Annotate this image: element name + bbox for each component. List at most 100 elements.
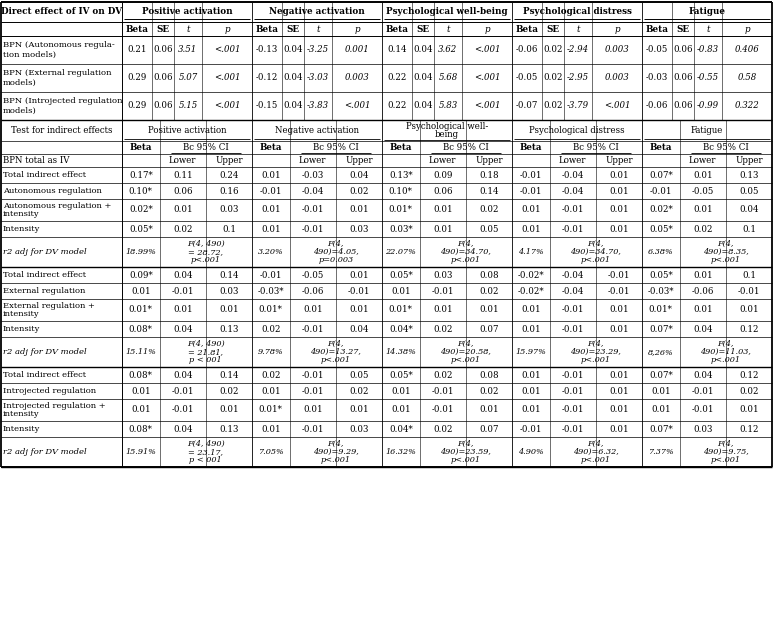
Text: r2 adj for DV model: r2 adj for DV model	[3, 248, 87, 256]
Text: <.001: <.001	[474, 46, 500, 54]
Text: 0.01: 0.01	[739, 406, 759, 414]
Text: 0.01: 0.01	[651, 386, 671, 396]
Text: Autonomous regulation: Autonomous regulation	[3, 187, 102, 195]
Text: 5.68: 5.68	[438, 73, 458, 83]
Text: -0.06: -0.06	[645, 101, 668, 111]
Text: 0.01: 0.01	[609, 170, 628, 180]
Text: SE: SE	[156, 24, 169, 34]
Text: 0.04: 0.04	[349, 170, 369, 180]
Text: 0.07: 0.07	[479, 424, 499, 433]
Text: p<.001: p<.001	[581, 256, 611, 264]
Text: Upper: Upper	[475, 156, 502, 165]
Text: 0.01: 0.01	[219, 406, 239, 414]
Text: Beta: Beta	[519, 143, 542, 152]
Text: 0.01: 0.01	[433, 205, 452, 215]
Text: 0.01*: 0.01*	[389, 205, 413, 215]
Text: 0.01: 0.01	[303, 305, 322, 314]
Text: 0.04: 0.04	[414, 73, 433, 83]
Text: 0.01: 0.01	[131, 386, 151, 396]
Text: 0.03: 0.03	[693, 424, 713, 433]
Text: 0.01: 0.01	[521, 225, 540, 233]
Text: 0.02: 0.02	[479, 287, 499, 295]
Text: 0.04: 0.04	[414, 46, 433, 54]
Text: 0.08*: 0.08*	[129, 324, 153, 334]
Text: p<.001: p<.001	[191, 256, 221, 264]
Text: SE: SE	[676, 24, 690, 34]
Text: Beta: Beta	[125, 24, 148, 34]
Text: <.001: <.001	[214, 73, 240, 83]
Text: 4.90%: 4.90%	[518, 448, 543, 456]
Text: 0.04: 0.04	[173, 270, 192, 279]
Text: 0.01: 0.01	[391, 406, 410, 414]
Text: -0.99: -0.99	[697, 101, 719, 111]
Text: 0.03: 0.03	[349, 225, 369, 233]
Text: 7.37%: 7.37%	[648, 448, 674, 456]
Text: -0.01: -0.01	[172, 406, 194, 414]
Text: -0.05: -0.05	[692, 187, 714, 195]
Text: F(4,: F(4,	[587, 340, 604, 348]
Text: 0.02: 0.02	[433, 371, 452, 379]
Text: 0.04: 0.04	[414, 101, 433, 111]
Text: 0.01: 0.01	[391, 386, 410, 396]
Text: -0.05: -0.05	[301, 270, 324, 279]
Text: 0.001: 0.001	[345, 46, 369, 54]
Text: 0.04: 0.04	[693, 324, 713, 334]
Text: 0.01*: 0.01*	[649, 305, 673, 314]
Text: 0.05*: 0.05*	[129, 225, 153, 233]
Text: -0.01: -0.01	[431, 406, 454, 414]
Text: <.001: <.001	[214, 101, 240, 111]
Text: <.001: <.001	[344, 101, 370, 111]
Text: 0.01: 0.01	[609, 324, 628, 334]
Text: 0.02: 0.02	[349, 386, 369, 396]
Text: -0.01: -0.01	[608, 287, 630, 295]
Text: p<.001: p<.001	[451, 356, 481, 364]
Text: r2 adj for DV model: r2 adj for DV model	[3, 348, 87, 356]
Text: models): models)	[3, 79, 37, 87]
Text: F(4,: F(4,	[458, 440, 474, 448]
Text: 0.05*: 0.05*	[389, 270, 413, 279]
Text: 0.02: 0.02	[739, 386, 758, 396]
Text: 0.01: 0.01	[261, 170, 281, 180]
Text: 0.01*: 0.01*	[259, 305, 283, 314]
Text: Upper: Upper	[605, 156, 633, 165]
Text: 490)=34.70,: 490)=34.70,	[570, 248, 621, 256]
Text: -0.01: -0.01	[561, 371, 584, 379]
Text: -0.01: -0.01	[561, 225, 584, 233]
Text: 490)=34.70,: 490)=34.70,	[441, 248, 492, 256]
Text: Total indirect effect: Total indirect effect	[3, 271, 86, 279]
Text: 0.01*: 0.01*	[389, 305, 413, 314]
Text: F(4,: F(4,	[458, 240, 474, 248]
Text: -0.04: -0.04	[561, 270, 584, 279]
Text: 15.11%: 15.11%	[125, 348, 156, 356]
Text: Bc 95% CI: Bc 95% CI	[703, 143, 749, 152]
Text: Bc 95% CI: Bc 95% CI	[183, 143, 229, 152]
Text: 0.13: 0.13	[220, 324, 239, 334]
Text: 0.12: 0.12	[739, 371, 758, 379]
Text: 0.01: 0.01	[521, 406, 540, 414]
Text: 0.02: 0.02	[543, 46, 563, 54]
Text: -0.01: -0.01	[260, 270, 282, 279]
Text: -0.05: -0.05	[516, 73, 538, 83]
Text: 0.01: 0.01	[693, 270, 713, 279]
Text: 0.322: 0.322	[734, 101, 759, 111]
Text: -0.01: -0.01	[301, 424, 324, 433]
Text: 0.12: 0.12	[739, 424, 758, 433]
Text: = 21.81,: = 21.81,	[189, 348, 223, 356]
Text: p < 001: p < 001	[189, 356, 222, 364]
Text: 0.04: 0.04	[283, 101, 303, 111]
Text: 0.04: 0.04	[173, 371, 192, 379]
Text: 3.62: 3.62	[438, 46, 458, 54]
Text: tion models): tion models)	[3, 51, 56, 59]
Text: 0.03: 0.03	[220, 287, 239, 295]
Text: 0.04: 0.04	[283, 46, 303, 54]
Text: 0.18: 0.18	[479, 170, 499, 180]
Text: 0.01: 0.01	[479, 406, 499, 414]
Text: being: being	[435, 130, 459, 139]
Text: Lower: Lower	[689, 156, 717, 165]
Text: External regulation +: External regulation +	[3, 302, 95, 310]
Text: p<.001: p<.001	[321, 456, 351, 464]
Text: -0.01: -0.01	[431, 287, 454, 295]
Text: 0.07: 0.07	[479, 324, 499, 334]
Text: 0.01: 0.01	[609, 225, 628, 233]
Text: Intensity: Intensity	[3, 325, 40, 333]
